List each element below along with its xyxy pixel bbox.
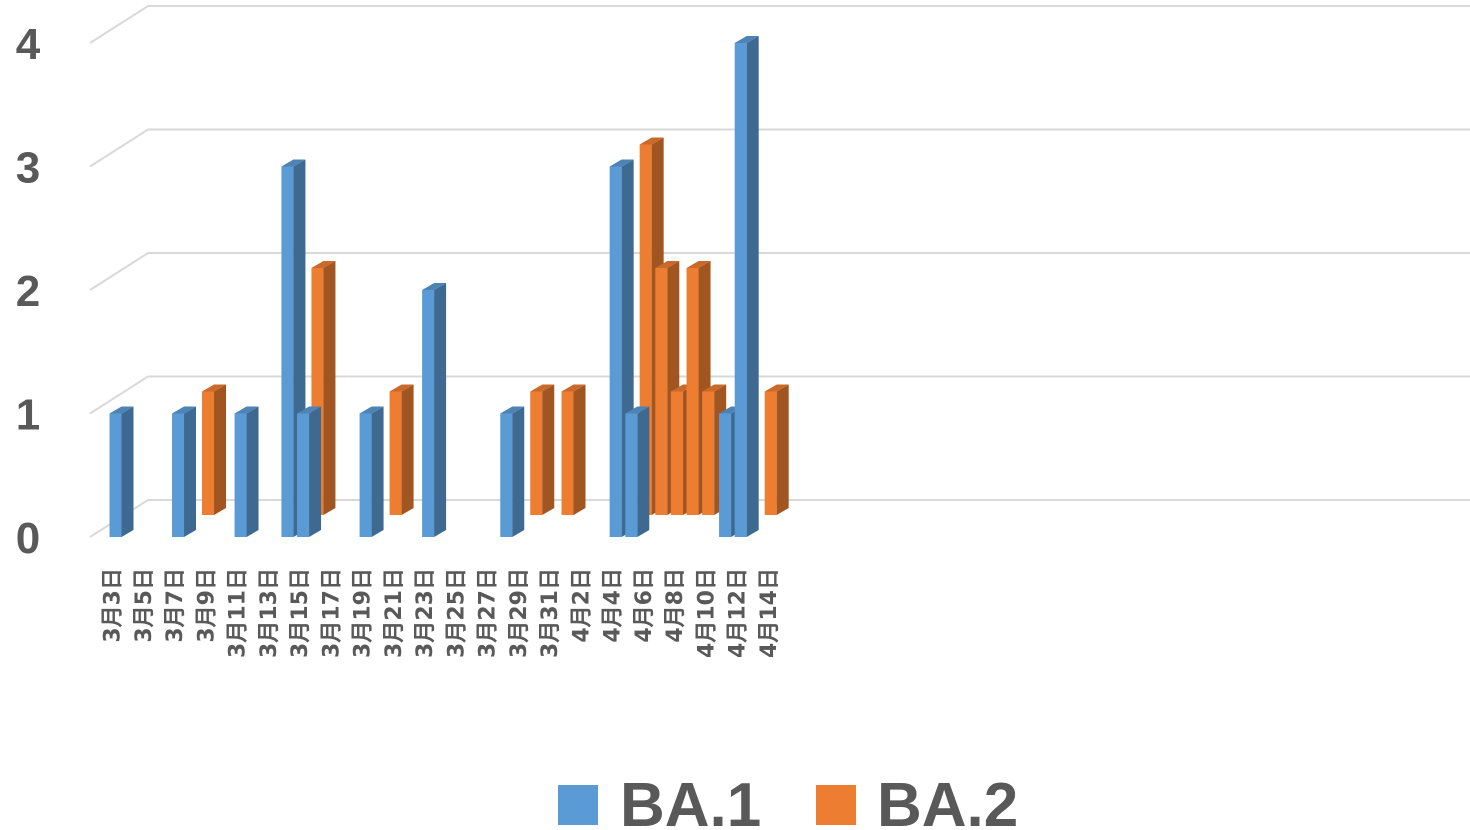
x-tick-label: 3月11日 bbox=[226, 568, 251, 658]
bar-BA.2-3月28日 bbox=[530, 384, 555, 515]
bar-BA.1-3月23日 bbox=[422, 283, 447, 537]
bar-BA.2-3月19日 bbox=[389, 384, 414, 515]
x-tick-label: 3月3日 bbox=[101, 568, 126, 643]
x-tick-label: 3月21日 bbox=[382, 568, 407, 658]
y-tick-label: 3 bbox=[16, 144, 40, 193]
x-tick-label: 4月12日 bbox=[726, 568, 751, 658]
bar-BA.2-4月12日 bbox=[764, 384, 789, 515]
gridlines bbox=[89, 5, 1470, 538]
bar-BA.1-3月3日 bbox=[109, 406, 134, 537]
legend-label-BA.2: BA.2 bbox=[877, 771, 1018, 830]
gridline-3 bbox=[89, 128, 1470, 168]
x-tick-label: 3月19日 bbox=[351, 568, 376, 658]
x-tick-label: 3月17日 bbox=[319, 568, 344, 658]
x-tick-label: 3月23日 bbox=[413, 568, 438, 658]
x-tick-label: 4月10日 bbox=[694, 568, 719, 658]
bar-BA.1-4月12日 bbox=[734, 36, 759, 537]
gridline-4 bbox=[89, 5, 1470, 44]
x-tick-label: 3月15日 bbox=[288, 568, 313, 658]
bar-BA.1-3月19日 bbox=[359, 406, 384, 537]
y-axis-ticks: 0 1 2 3 4 bbox=[16, 20, 41, 563]
bar-BA.2-3月7日 bbox=[202, 384, 227, 515]
x-tick-label: 4月4日 bbox=[601, 568, 626, 643]
bar-BA.1-4月5日 bbox=[625, 406, 650, 537]
x-tick-label: 3月27日 bbox=[476, 568, 501, 658]
bar-BA.1-3月15日 bbox=[297, 406, 322, 537]
bar-BA.1-3月28日 bbox=[500, 406, 525, 537]
legend-label-BA.1: BA.1 bbox=[620, 771, 761, 830]
y-tick-label: 4 bbox=[16, 20, 41, 69]
x-tick-label: 3月7日 bbox=[163, 568, 188, 643]
gridline-0 bbox=[89, 499, 1470, 538]
x-tick-label: 3月9日 bbox=[194, 568, 219, 643]
bar-BA.2-3月14日 bbox=[311, 261, 336, 515]
legend: BA.1 BA.2 bbox=[558, 771, 1018, 830]
y-tick-label: 1 bbox=[16, 391, 40, 440]
y-tick-label: 0 bbox=[16, 514, 40, 563]
x-axis-ticks: 3月3日 3月5日 3月7日 3月9日 3月11日 3月13日 3月15日 3月17日 3月19… bbox=[101, 568, 782, 658]
bar-BA.1-3月11日 bbox=[234, 406, 259, 537]
x-tick-label: 3月13日 bbox=[257, 568, 282, 658]
bar-BA.2-3月30日 bbox=[561, 384, 586, 515]
gridline-1 bbox=[89, 375, 1470, 415]
x-tick-label: 3月31日 bbox=[538, 568, 563, 658]
x-tick-label: 3月29日 bbox=[507, 568, 532, 658]
x-tick-label: 4月6日 bbox=[632, 568, 657, 643]
x-tick-label: 4月14日 bbox=[757, 568, 782, 658]
legend-swatch-BA.1 bbox=[558, 785, 598, 825]
x-tick-label: 4月2日 bbox=[569, 568, 594, 643]
x-tick-label: 4月8日 bbox=[663, 568, 688, 643]
x-tick-label: 3月5日 bbox=[132, 568, 157, 643]
legend-swatch-BA.2 bbox=[816, 785, 856, 825]
bar-BA.1-3月7日 bbox=[172, 406, 197, 537]
x-tick-label: 3月25日 bbox=[444, 568, 469, 658]
bars bbox=[109, 36, 789, 537]
gridline-2 bbox=[89, 252, 1470, 291]
y-tick-label: 2 bbox=[16, 267, 40, 316]
